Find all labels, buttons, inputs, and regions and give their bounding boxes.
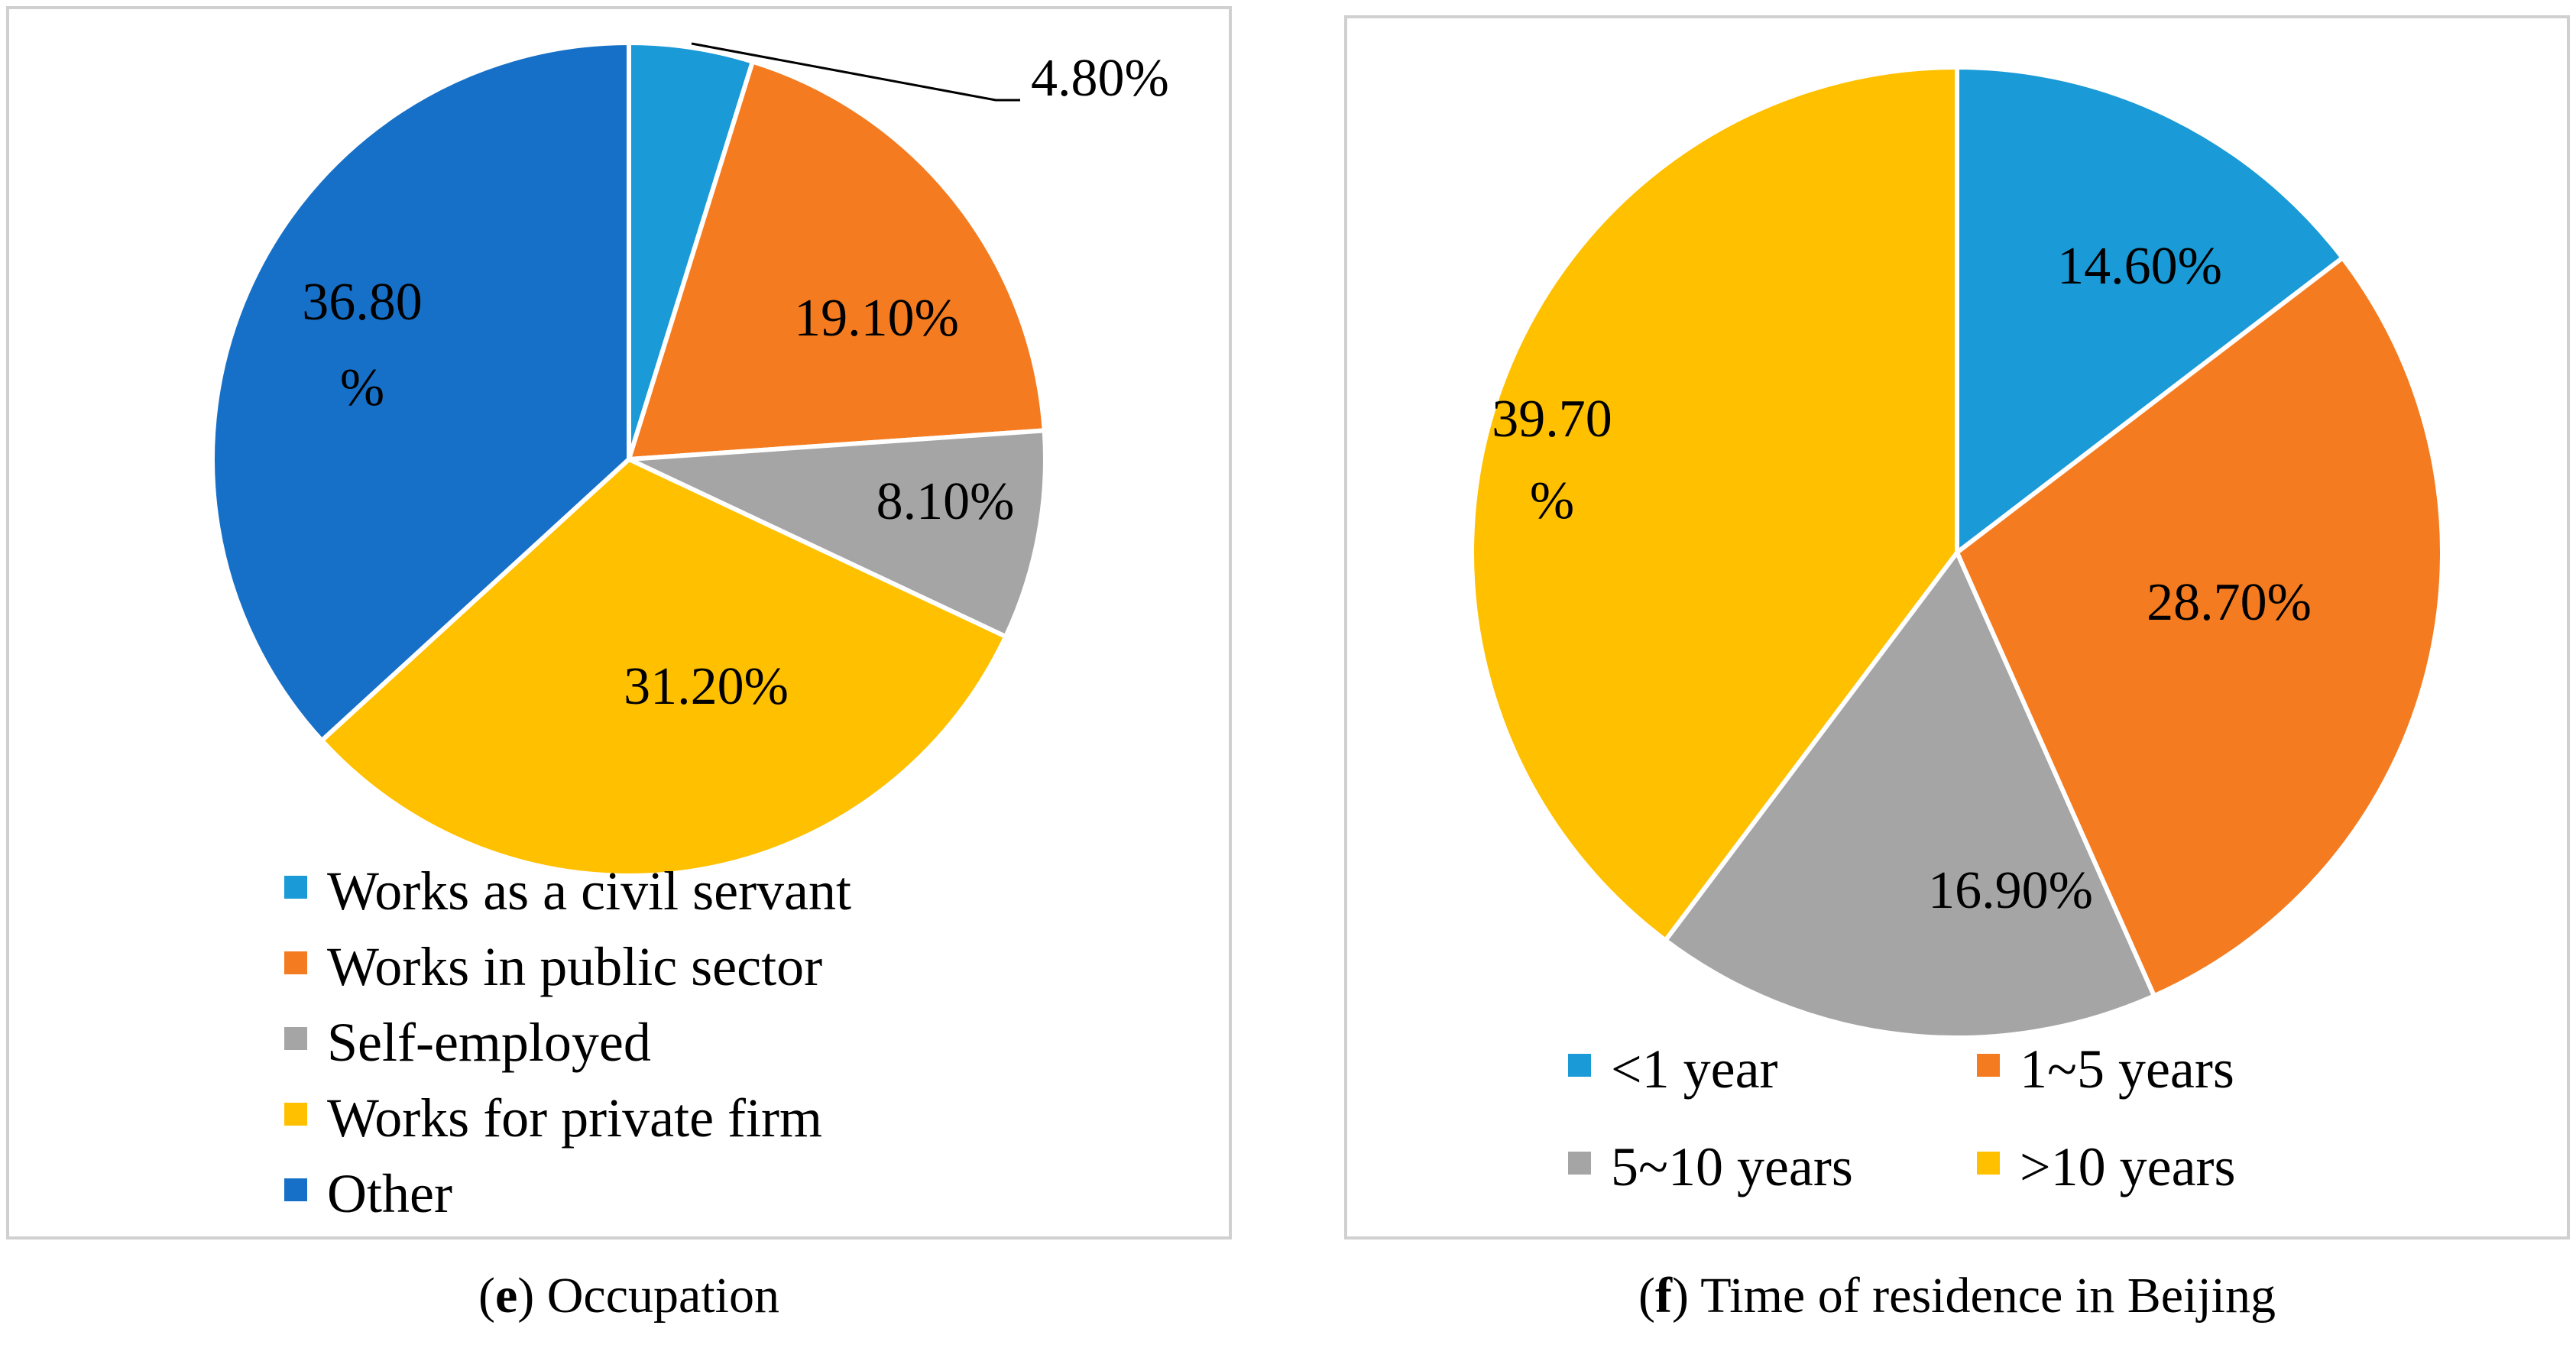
- data-label-10-years-line2: %: [1530, 471, 1574, 530]
- legend-swatch-10-years: [1977, 1152, 2000, 1175]
- data-label-1-5-years: 28.70%: [2147, 573, 2312, 632]
- caption-text: Occupation: [547, 1268, 779, 1324]
- legend-swatch-1-5-years: [1977, 1054, 2000, 1077]
- data-label-works-as-a-civil-servant: 4.80%: [1031, 49, 1169, 108]
- legend-label-self-employed: Self-employed: [327, 1012, 651, 1073]
- pie-slice-5-10-years: [1663, 550, 2156, 1040]
- pie-slice-1-year: [1955, 65, 2345, 555]
- caption-close-paren: ): [1672, 1268, 1700, 1324]
- legend-swatch-works-for-private-firm: [284, 1103, 307, 1126]
- caption-text: Time of residence in Beijing: [1700, 1268, 2276, 1324]
- caption-open-paren: (: [478, 1268, 495, 1324]
- figure-caption: (e) Occupation: [478, 1268, 779, 1324]
- legend-label-1-year: <1 year: [1611, 1039, 1778, 1100]
- caption-open-paren: (: [1638, 1268, 1655, 1324]
- legend-swatch-other: [284, 1178, 307, 1201]
- pie-slice-10-years: [1469, 65, 1959, 943]
- legend-label-works-as-a-civil-servant: Works as a civil servant: [327, 860, 851, 922]
- legend-swatch-works-as-a-civil-servant: [284, 876, 307, 899]
- legend-swatch-1-year: [1568, 1054, 1591, 1077]
- pie-slice-1-5-years: [1955, 255, 2445, 999]
- caption-letter: f: [1655, 1268, 1673, 1324]
- caption-letter: e: [495, 1268, 517, 1324]
- panel-occupation: 4.80% 19.10% 8.10% 31.20% 36.80% Works as a c…: [6, 6, 1232, 1324]
- data-label-other: 36.80: [302, 273, 423, 332]
- legend-swatch-5-10-years: [1568, 1152, 1591, 1175]
- pie-slice-works-in-public-sector: [627, 59, 1047, 462]
- data-label-works-for-private-firm: 31.20%: [624, 657, 789, 716]
- pie-slice-self-employed: [627, 428, 1048, 640]
- leader-line-works-as-a-civil-servant: [691, 42, 1020, 102]
- legend-swatch-works-in-public-sector: [284, 951, 307, 974]
- data-label-other-line2: %: [340, 358, 384, 417]
- panel-residence: 14.60% 28.70% 16.90% 39.70% <1 year 1~5 years…: [1344, 15, 2570, 1324]
- legend-label-works-in-public-sector: Works in public sector: [327, 936, 822, 997]
- data-label-self-employed: 8.10%: [876, 472, 1015, 531]
- data-label-10-years: 39.70: [1492, 390, 1612, 449]
- pie-slice-other: [210, 41, 631, 744]
- data-label-1-year: 14.60%: [2057, 237, 2222, 296]
- caption-close-paren: ): [517, 1268, 546, 1324]
- legend-label-works-for-private-firm: Works for private firm: [327, 1087, 822, 1149]
- legend-swatch-self-employed: [284, 1027, 307, 1050]
- data-label-5-10-years: 16.90%: [1928, 861, 2093, 920]
- pie-slice-works-for-private-firm: [319, 457, 1009, 878]
- legend-label-10-years: >10 years: [2020, 1136, 2236, 1197]
- data-label-works-in-public-sector: 19.10%: [794, 289, 959, 348]
- legend-label-other: Other: [327, 1163, 452, 1224]
- legend-label-5-10-years: 5~10 years: [1611, 1136, 1853, 1197]
- legend-label-1-5-years: 1~5 years: [2020, 1039, 2234, 1100]
- figure-caption: (f) Time of residence in Beijing: [1638, 1268, 2276, 1324]
